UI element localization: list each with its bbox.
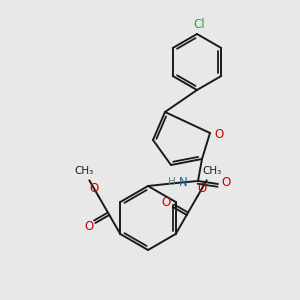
Text: O: O: [84, 220, 93, 233]
Text: O: O: [161, 196, 171, 209]
Text: O: O: [90, 182, 99, 196]
Text: O: O: [197, 182, 206, 196]
Text: Cl: Cl: [193, 19, 205, 32]
Text: H: H: [168, 177, 176, 187]
Text: O: O: [221, 176, 231, 190]
Text: O: O: [214, 128, 224, 140]
Text: CH₃: CH₃: [74, 166, 93, 176]
Text: N: N: [178, 176, 188, 188]
Text: CH₃: CH₃: [202, 166, 222, 176]
